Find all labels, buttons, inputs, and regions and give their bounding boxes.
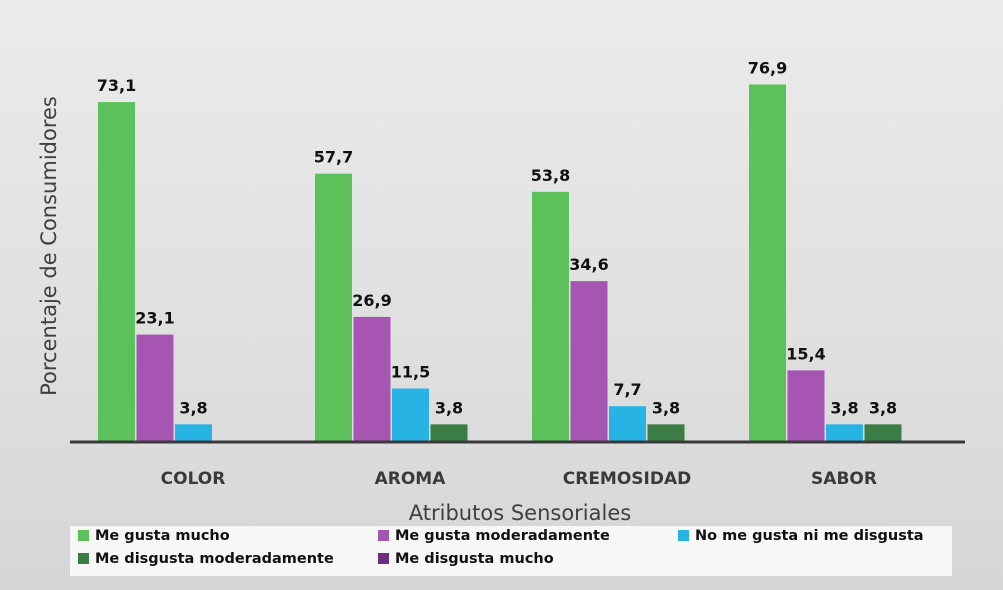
- bar-group-aroma: 57,7 26,9 11,5 3,8: [314, 148, 468, 442]
- y-axis-title: Porcentaje de Consumidores: [37, 96, 61, 396]
- category-labels: COLOR AROMA CREMOSIDAD SABOR: [161, 469, 877, 489]
- data-label-aroma-series-2: 11,5: [391, 363, 430, 382]
- data-label-cremosidad-series-1: 34,6: [569, 255, 608, 274]
- bar-groups: 73,1 23,1 3,8 57,7 26,9 11,5 3,8 53,8 34,6 7,7 3,8…: [97, 58, 902, 443]
- data-label-aroma-series-0: 57,7: [314, 148, 353, 167]
- x-axis-title: Atributos Sensoriales: [409, 501, 631, 525]
- legend-item-2: No me gusta ni me disgusta: [678, 528, 924, 544]
- data-label-sabor-series-3: 3,8: [869, 398, 897, 417]
- bar-sabor-series-0: [749, 84, 786, 442]
- legend-swatch-4: [378, 553, 389, 564]
- category-label-sabor: SABOR: [811, 469, 877, 489]
- data-label-color-series-1: 23,1: [135, 309, 174, 328]
- data-label-sabor-series-0: 76,9: [748, 58, 787, 77]
- data-label-cremosidad-series-3: 3,8: [652, 398, 680, 417]
- bar-color-series-1: [136, 334, 174, 442]
- legend-item-4: Me disgusta mucho: [378, 551, 554, 567]
- data-label-aroma-series-1: 26,9: [352, 291, 391, 310]
- bar-aroma-series-2: [392, 388, 429, 442]
- legend-item-1: Me gusta moderadamente: [378, 528, 610, 544]
- bar-aroma-series-0: [315, 173, 352, 442]
- bar-group-cremosidad: 53,8 34,6 7,7 3,8: [531, 166, 685, 442]
- bar-sabor-series-2: [826, 424, 863, 442]
- bar-cremosidad-series-2: [609, 406, 646, 442]
- bar-group-sabor: 76,9 15,4 3,8 3,8: [748, 58, 902, 442]
- bar-color-series-0: [98, 102, 135, 443]
- data-label-cremosidad-series-2: 7,7: [613, 380, 641, 399]
- data-label-cremosidad-series-0: 53,8: [531, 166, 570, 185]
- category-label-cremosidad: CREMOSIDAD: [563, 469, 692, 489]
- legend-swatch-3: [78, 553, 89, 564]
- legend-swatch-1: [378, 530, 389, 541]
- data-label-color-series-0: 73,1: [97, 76, 136, 95]
- bar-cremosidad-series-0: [532, 191, 569, 442]
- bar-cremosidad-series-3: [647, 424, 685, 442]
- data-label-sabor-series-1: 15,4: [786, 344, 825, 363]
- legend: Me gusta mucho Me gusta moderadamente No m…: [78, 528, 924, 567]
- category-label-aroma: AROMA: [375, 469, 447, 489]
- legend-swatch-0: [78, 530, 89, 541]
- bar-cremosidad-series-1: [570, 281, 608, 442]
- legend-label-0: Me gusta mucho: [95, 528, 230, 544]
- bar-aroma-series-3: [430, 424, 468, 442]
- data-label-color-series-2: 3,8: [179, 398, 207, 417]
- bar-color-series-2: [175, 424, 212, 442]
- data-label-aroma-series-3: 3,8: [435, 398, 463, 417]
- bar-aroma-series-1: [353, 316, 391, 442]
- bar-group-color: 73,1 23,1 3,8: [97, 76, 212, 443]
- bar-sabor-series-1: [787, 370, 825, 442]
- legend-item-3: Me disgusta moderadamente: [78, 551, 334, 567]
- bar-sabor-series-3: [864, 424, 902, 442]
- data-label-sabor-series-2: 3,8: [830, 398, 858, 417]
- legend-box: [70, 526, 952, 576]
- category-label-color: COLOR: [161, 469, 226, 489]
- legend-item-0: Me gusta mucho: [78, 528, 230, 544]
- legend-label-2: No me gusta ni me disgusta: [695, 528, 924, 544]
- legend-swatch-2: [678, 530, 689, 541]
- legend-label-4: Me disgusta mucho: [395, 551, 554, 567]
- legend-label-3: Me disgusta moderadamente: [95, 551, 334, 567]
- legend-label-1: Me gusta moderadamente: [395, 528, 610, 544]
